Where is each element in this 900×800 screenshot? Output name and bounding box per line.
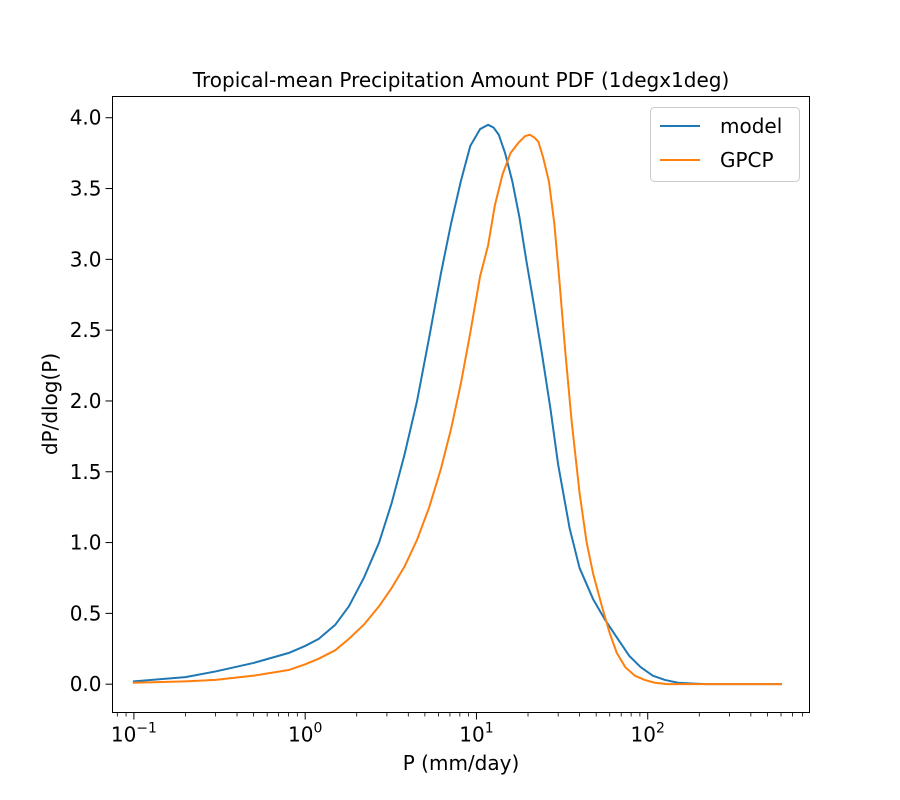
series-line-gpcp	[132, 133, 783, 686]
x-axis-label: P (mm/day)	[403, 751, 520, 775]
y-tick-label: 4.0	[70, 106, 102, 130]
y-axis-label: dP/dlog(P)	[38, 353, 62, 455]
y-tick-label: 2.0	[70, 389, 102, 413]
y-tick-label: 3.5	[70, 177, 102, 201]
x-tick-label: 101	[459, 721, 493, 747]
y-tick-label: 1.5	[70, 460, 102, 484]
chart-title: Tropical-mean Precipitation Amount PDF (…	[192, 68, 730, 92]
y-tick-label: 2.5	[70, 318, 102, 342]
x-tick-label: 10−1	[111, 721, 157, 747]
legend-label-model: model	[720, 114, 782, 138]
y-tick-label: 3.0	[70, 247, 102, 271]
y-tick-label: 0.5	[70, 601, 102, 625]
x-tick-label: 102	[631, 721, 665, 747]
ticks-layer: 0.0 0.5 1.0 1.5 2.0 2.5 3.0 3.5 4.0 10−1 100 101 102	[70, 106, 803, 747]
legend: model GPCP	[650, 107, 800, 182]
plot-frame	[112, 96, 810, 713]
x-tick-label: 100	[288, 721, 322, 747]
y-tick-label: 0.0	[70, 672, 102, 696]
series-layer	[132, 123, 783, 686]
legend-label-gpcp: GPCP	[720, 148, 774, 172]
series-line-model	[132, 123, 783, 686]
y-tick-label: 1.0	[70, 531, 102, 555]
